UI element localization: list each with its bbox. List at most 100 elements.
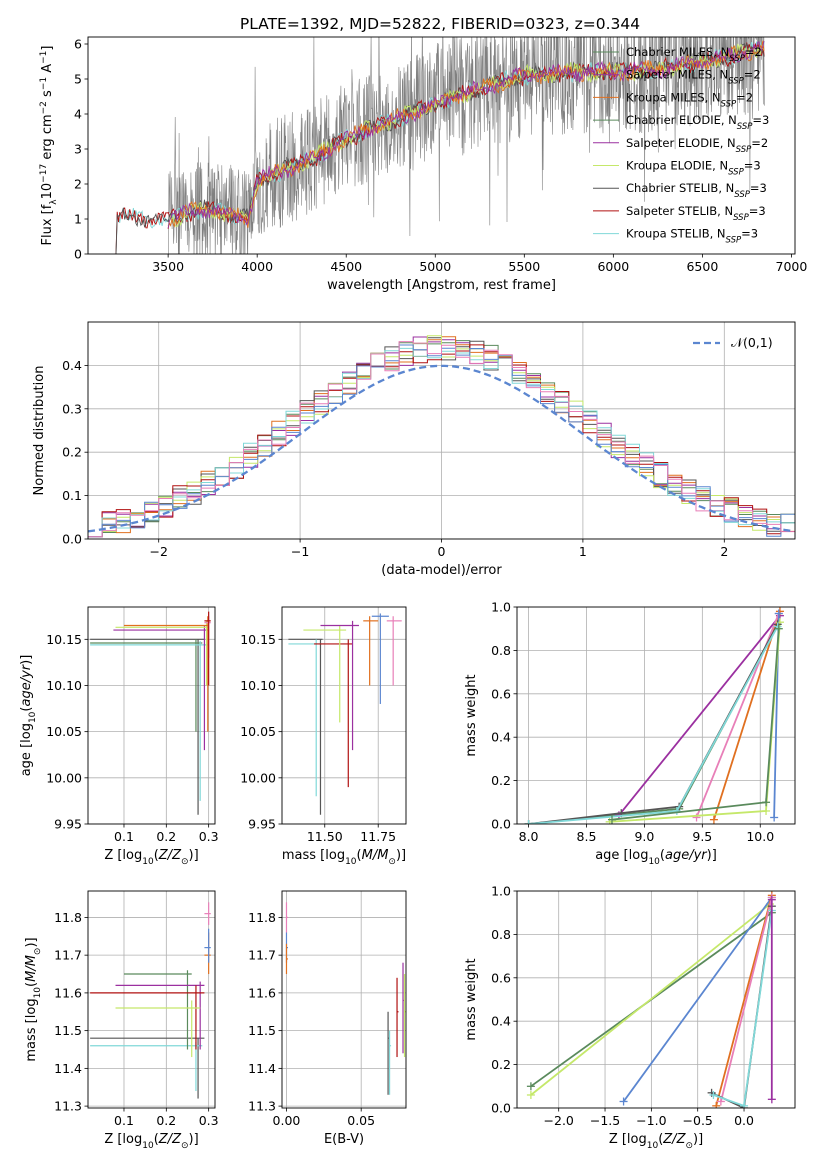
- y-tick-label: 0.8: [491, 643, 511, 658]
- y-axis-label-part: ⊙: [33, 948, 43, 956]
- mass-vs-z-plot-area: [88, 891, 215, 1108]
- weight-vs-z-frame-group: −2.0 −1.5 −1.0 −0.5 0.0 0.0 0.2 0.4 0.6 0.8 1.0 Z […: [464, 884, 796, 1151]
- y-tick-label: 11.3: [248, 1099, 276, 1114]
- x-axis-label-part: wavelength [Angstrom, rest frame]: [327, 278, 556, 293]
- mass-vs-ebv-plot-area: [282, 891, 406, 1108]
- x-tick-label: 0.1: [114, 829, 134, 844]
- mass-vs-z-axes: 0.1 0.2 0.311.311.411.511.611.711.8Z [log1…: [24, 890, 219, 1151]
- y-tick-label: 11.6: [248, 985, 276, 1000]
- y-axis-label-part: (: [24, 982, 39, 987]
- x-tick-label: 4000: [241, 259, 273, 274]
- legend-subscript: SSP: [726, 236, 742, 246]
- weight-vs-age-plot-area: [517, 607, 795, 824]
- legend-entry: Salpeter ELODIE, NSSP=2: [626, 136, 768, 155]
- y-tick-label: 10.00: [46, 770, 82, 785]
- spectrum-axes: 3500 4000 4500 5000 5500 6000 6500 7000 0 1 2 3 4 5 6 w…: [39, 37, 808, 294]
- y-axis-label-part: mass weight: [464, 958, 479, 1040]
- x-tick-label: 7000: [776, 259, 808, 274]
- x-tick-label: 0.00: [273, 1113, 301, 1128]
- x-tick-label: 8.0: [519, 829, 539, 844]
- y-tick-label: 0.2: [491, 773, 511, 788]
- legend-model-name: Salpeter STELIB, N: [626, 204, 733, 218]
- weight-line: [715, 895, 773, 1107]
- axes-frame: [516, 890, 796, 1109]
- x-tick-label: 10.0: [746, 829, 774, 844]
- y-tick-label: 10.15: [46, 632, 82, 647]
- x-tick-label: 9.0: [634, 829, 654, 844]
- legend-subscript: SSP: [728, 77, 744, 87]
- legend-subscript: SSP: [728, 168, 744, 178]
- y-tick-label: 0.2: [491, 1057, 511, 1072]
- x-axis-label-part: (: [660, 848, 665, 863]
- x-axis-label-part: )]: [189, 848, 199, 863]
- y-tick-label: 11.4: [54, 1061, 82, 1076]
- x-axis-label-part: 10: [345, 857, 357, 867]
- weight-vs-z-axes: −2.0 −1.5 −1.0 −0.5 0.0 0.0 0.2 0.4 0.6 0.8 1.0 Z […: [464, 884, 796, 1151]
- y-axis-label-part: Flux [f: [40, 204, 55, 245]
- y-tick-label: 1: [74, 212, 82, 227]
- model-spectrum-line: [167, 40, 765, 229]
- y-tick-label: 10.15: [240, 632, 276, 647]
- y-tick-label: 0.4: [491, 730, 511, 745]
- weight-vs-age-axes: 8.0 8.5 9.0 9.5 10.0 0.0 0.2 0.4 0.6 0.8 1.0 age [l…: [464, 600, 796, 867]
- x-tick-label: 4500: [330, 259, 362, 274]
- x-axis-label-part: M/M: [362, 848, 389, 863]
- weight-line: [528, 623, 779, 824]
- legend-count: =3: [750, 181, 767, 195]
- x-axis-label: E(B-V): [324, 1132, 364, 1147]
- legend-model-name: Kroupa ELODIE, N: [626, 159, 728, 173]
- y-axis-label-part: mass [log: [24, 998, 39, 1061]
- y-tick-label: 11.4: [248, 1061, 276, 1076]
- y-axis-label-part: 10: [40, 183, 55, 200]
- x-axis-label-part: )]: [707, 848, 717, 863]
- y-tick-label: 11.3: [54, 1099, 82, 1114]
- legend-count: =2: [745, 45, 762, 59]
- y-tick-label: 0.6: [491, 686, 511, 701]
- spectrum-legend: Chabrier MILES, N SSP =2 Salpeter MILES, NS…: [593, 45, 769, 246]
- y-axis-label: mass weight: [464, 958, 479, 1040]
- y-axis-label-part: 10: [28, 711, 38, 723]
- x-axis-label-part: 10: [647, 1141, 659, 1151]
- y-tick-label: 0.8: [491, 927, 511, 942]
- y-tick-label: 1.0: [491, 600, 511, 615]
- x-axis-label-part: (: [658, 1132, 663, 1147]
- x-axis-label-part: )]: [693, 1132, 703, 1147]
- x-axis-label-part: Z [log: [104, 848, 142, 863]
- y-axis-label-part: age [log: [19, 723, 34, 776]
- y-tick-label: 10.10: [46, 678, 82, 693]
- y-axis-label-part: −1: [39, 51, 49, 64]
- x-axis-label-part: ⊙: [388, 857, 396, 867]
- legend-entry: Kroupa ELODIE, NSSP=3: [626, 159, 761, 178]
- y-tick-label: 6: [74, 37, 82, 52]
- legend-entry: Salpeter MILES, NSSP=2: [626, 68, 761, 87]
- x-axis-label-part: Z/Z: [158, 848, 182, 863]
- y-tick-label: 11.5: [54, 1023, 82, 1038]
- x-tick-label: 0.3: [199, 1113, 219, 1128]
- legend-model-name: Chabrier STELIB, N: [626, 181, 734, 195]
- y-tick-label: 4: [74, 107, 82, 122]
- legend-model-name: Chabrier MILES, N: [626, 45, 729, 59]
- weight-line: [530, 903, 771, 1096]
- age-vs-z-plot-area: [88, 607, 215, 824]
- y-tick-label: 2: [74, 177, 82, 192]
- y-axis-label-part: −2: [39, 101, 49, 114]
- y-tick-label: 9.95: [54, 817, 82, 832]
- legend-subscript: SSP: [721, 99, 737, 109]
- x-axis-label-part: )]: [396, 848, 406, 863]
- y-tick-label: 11.5: [248, 1023, 276, 1038]
- x-tick-label: 1: [579, 544, 587, 559]
- mass-vs-ebv-frame-group: 0.00 0.05 11.3 11.4 11.5 11.6 11.7 11.8 E(B-V): [248, 890, 407, 1147]
- x-axis-label-part: (data-model)/error: [381, 563, 502, 578]
- y-tick-label: 0.1: [62, 488, 82, 503]
- weight-line: [622, 896, 773, 1103]
- x-tick-label: −2.0: [544, 1113, 574, 1128]
- weight-line: [618, 615, 781, 816]
- x-tick-label: 0.05: [347, 1113, 375, 1128]
- y-tick-label: 1.0: [491, 884, 511, 899]
- x-tick-label: 6500: [686, 259, 718, 274]
- x-axis-label: age [log10(age/yr)]: [595, 848, 717, 867]
- y-axis-label: mass [log10(M/M⊙)]: [24, 937, 43, 1061]
- residuals-frame-group: −2 −1 0 1 2 0.0 0.1 0.2 0.3 0.4 (data-model)/error…: [32, 321, 796, 578]
- y-axis-label-part: ]: [40, 46, 55, 51]
